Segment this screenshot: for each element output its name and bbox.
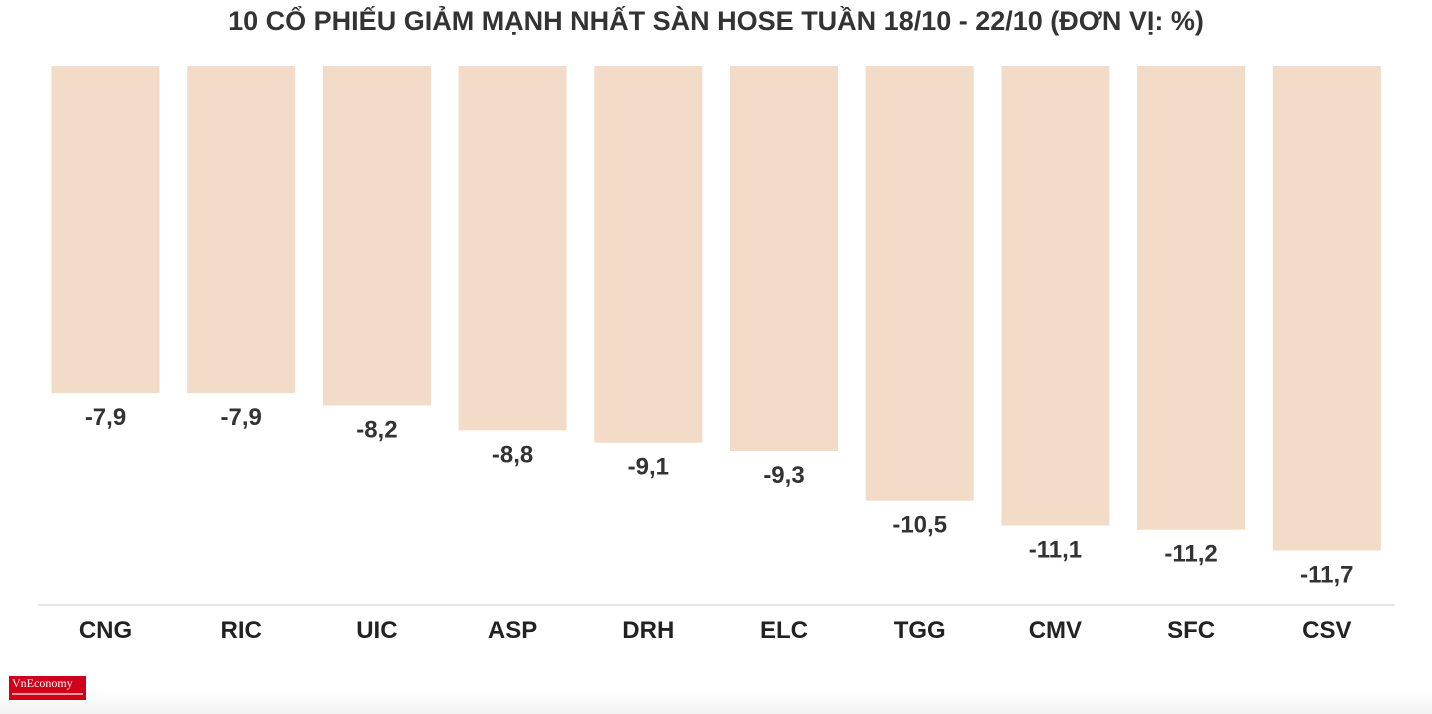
value-label-cmv: -11,1 [1029, 537, 1082, 564]
bar-uic [322, 66, 431, 406]
bar-elc [730, 66, 838, 451]
category-label-uic: UIC [356, 617, 397, 644]
category-label-cmv: CMV [1029, 617, 1082, 644]
value-label-drh: -9,1 [628, 454, 669, 481]
category-label-csv: CSV [1302, 617, 1351, 644]
bar-tgg [865, 66, 974, 501]
bar-csv [1272, 66, 1381, 551]
category-label-elc: ELC [760, 617, 808, 644]
bar-sfc [1137, 66, 1246, 530]
chart-title: 10 CỔ PHIẾU GIẢM MẠNH NHẤT SÀN HOSE TUẦN… [228, 6, 1204, 36]
vneconomy-logo: VnEconomy [9, 676, 86, 700]
category-label-tgg: TGG [894, 617, 946, 644]
logo-tagline-bar [12, 693, 83, 695]
value-label-sfc: -11,2 [1164, 541, 1217, 568]
category-label-cng: CNG [79, 617, 132, 644]
bar-cng [51, 66, 160, 394]
bar-asp [458, 66, 567, 431]
value-label-cng: -7,9 [85, 404, 126, 431]
bar-ric [187, 66, 296, 394]
value-label-csv: -11,7 [1300, 561, 1353, 588]
category-label-sfc: SFC [1167, 617, 1215, 644]
bar-cmv [1001, 66, 1110, 526]
bar-drh [594, 66, 703, 443]
category-label-drh: DRH [622, 617, 674, 644]
category-label-ric: RIC [221, 617, 262, 644]
logo-text: VnEconomy [12, 676, 73, 690]
bars-layer [51, 66, 1381, 551]
labels-layer: -7,9 CNG -7,9 RIC -8,2 UIC -8,8 ASP -9,1 DRH -9,3 E… [79, 404, 1354, 644]
value-label-elc: -9,3 [763, 462, 804, 489]
value-label-tgg: -10,5 [892, 512, 947, 539]
value-label-ric: -7,9 [221, 404, 262, 431]
value-label-uic: -8,2 [356, 417, 397, 444]
value-label-asp: -8,8 [492, 441, 533, 468]
category-label-asp: ASP [488, 617, 537, 644]
